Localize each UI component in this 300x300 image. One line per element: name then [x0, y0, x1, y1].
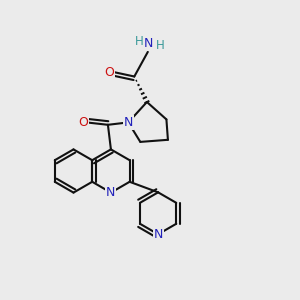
- Text: O: O: [78, 116, 88, 129]
- Text: N: N: [153, 228, 163, 241]
- Text: H: H: [156, 39, 165, 52]
- Text: O: O: [104, 65, 114, 79]
- Text: N: N: [124, 116, 133, 129]
- Text: N: N: [144, 37, 153, 50]
- Text: N: N: [106, 186, 116, 199]
- Text: H: H: [135, 35, 144, 48]
